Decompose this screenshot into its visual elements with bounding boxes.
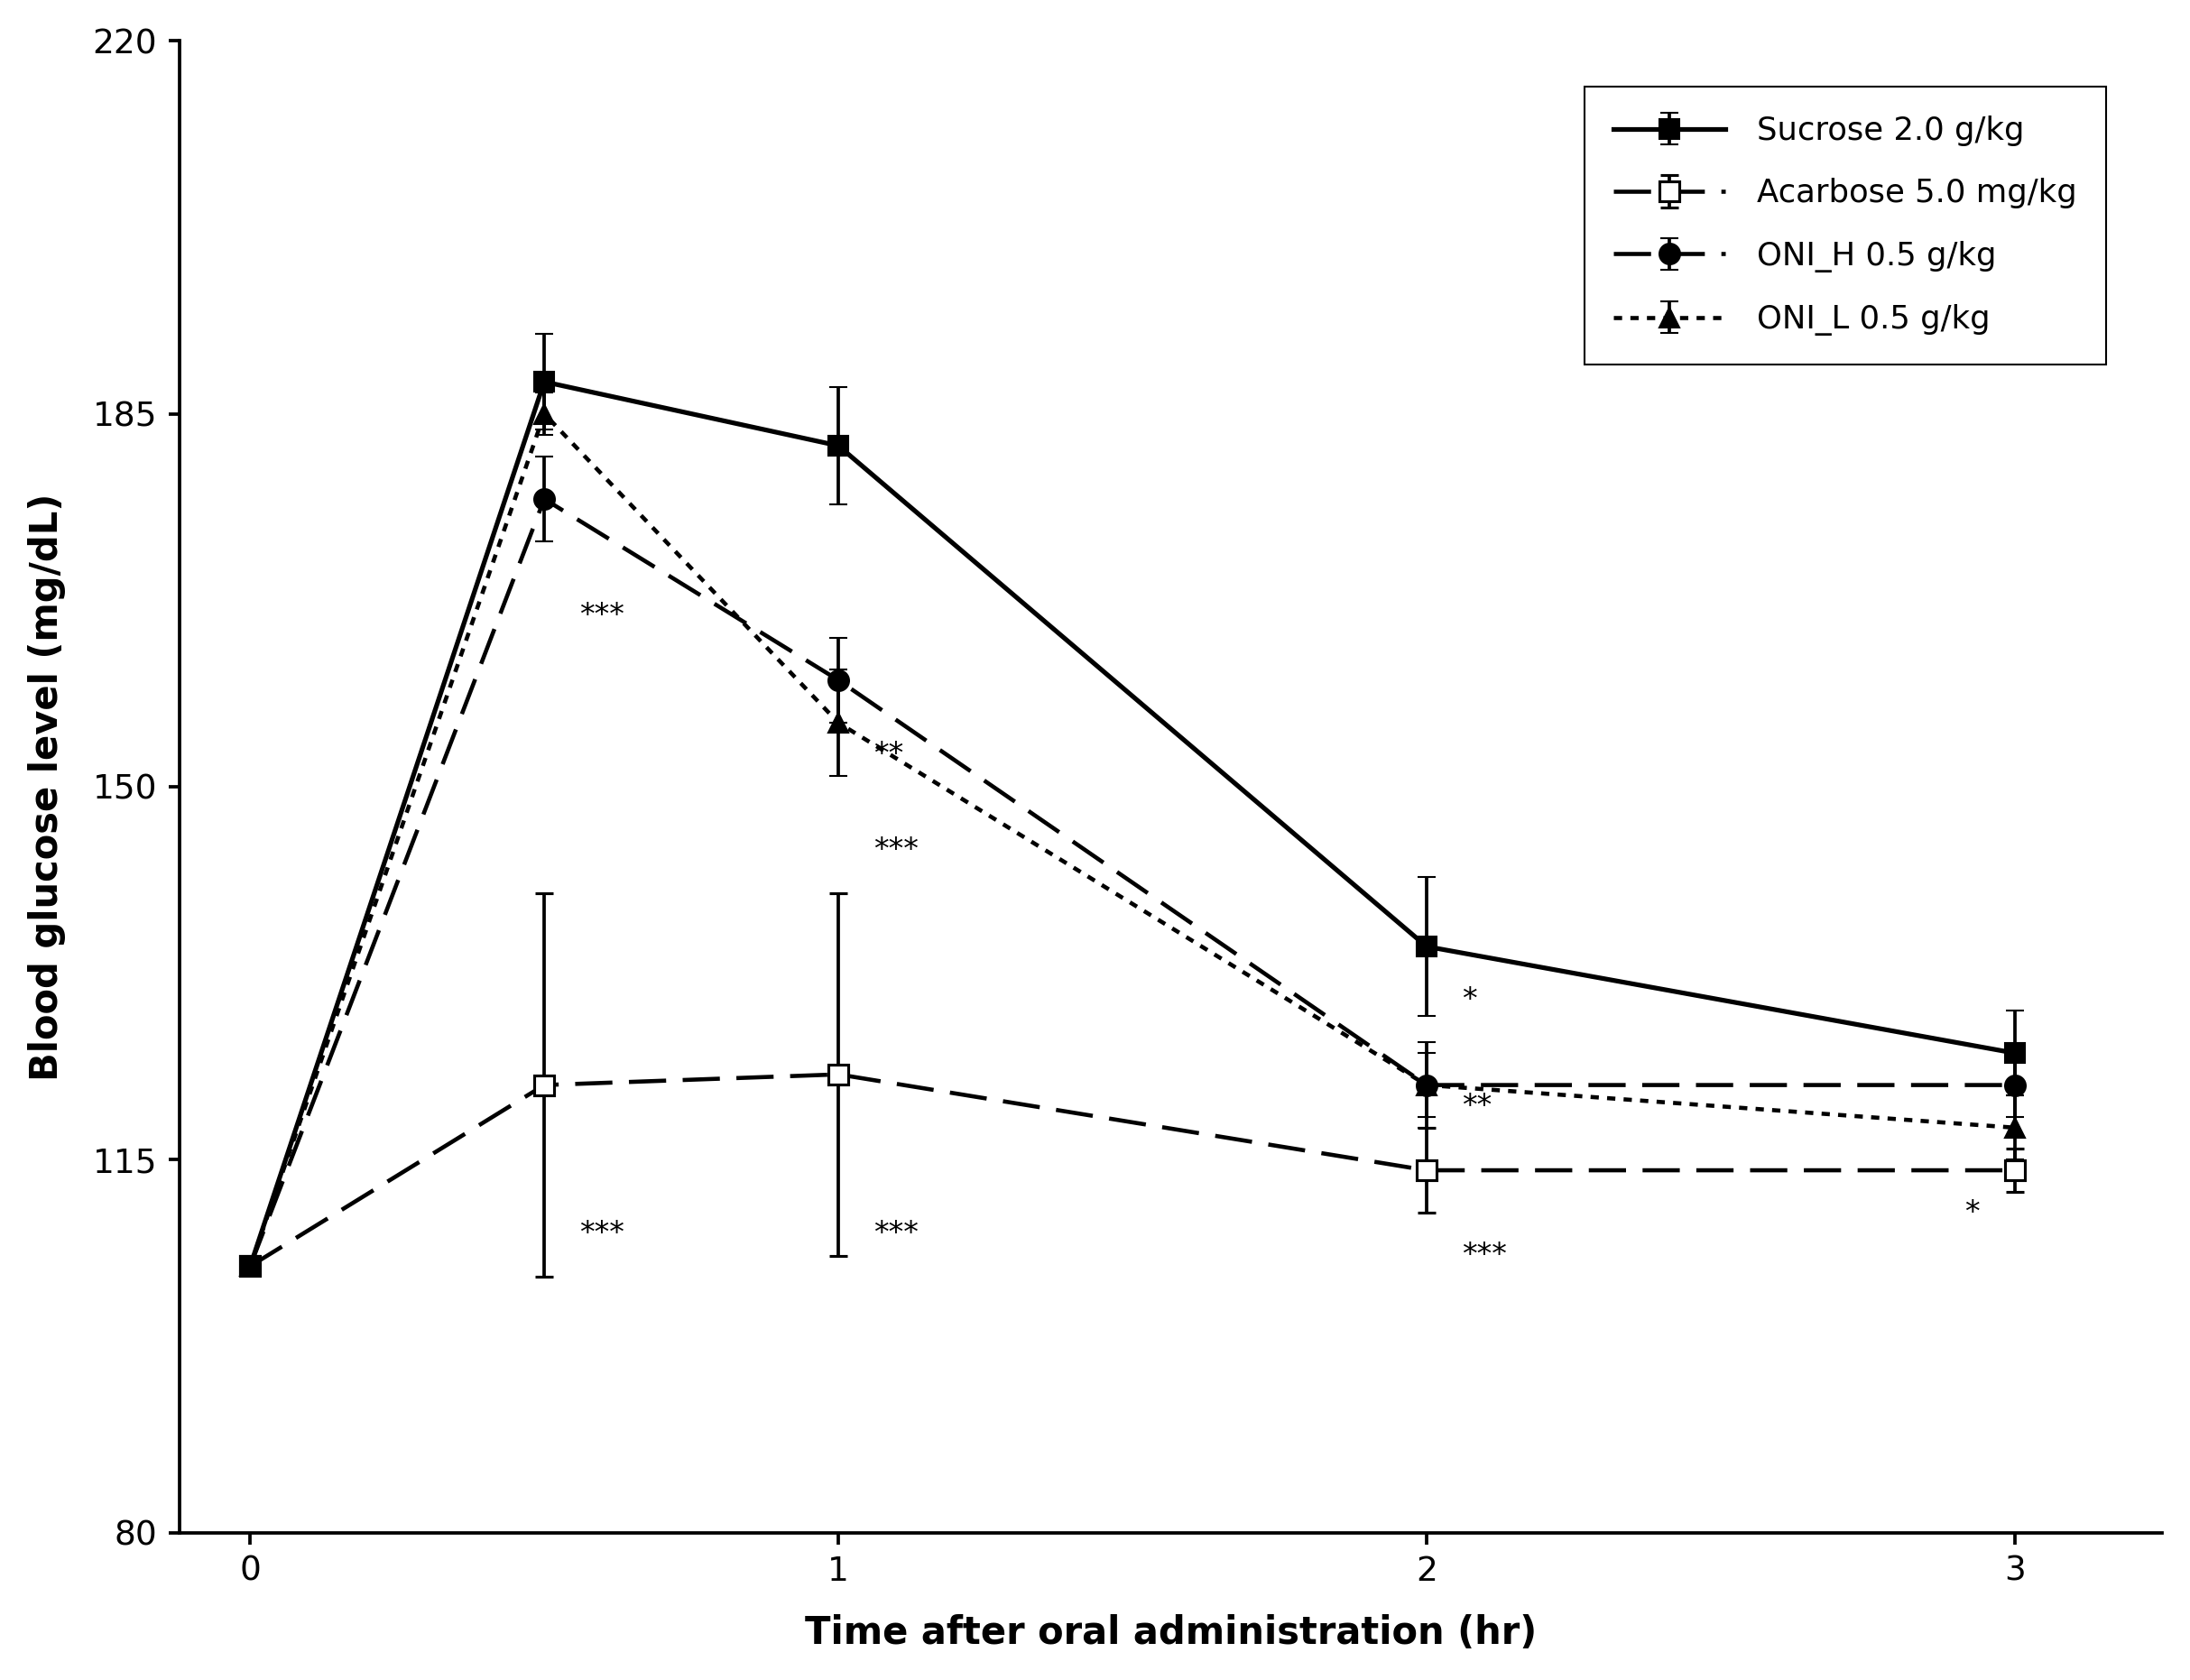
Text: *: * (1463, 984, 1476, 1015)
Text: **: ** (1463, 1092, 1491, 1121)
Text: *: * (1964, 1198, 1980, 1228)
Text: ***: *** (580, 601, 624, 632)
Text: ***: *** (1463, 1240, 1507, 1270)
X-axis label: Time after oral administration (hr): Time after oral administration (hr) (804, 1614, 1537, 1651)
Legend: Sucrose 2.0 g/kg, Acarbose 5.0 mg/kg, ONI_H 0.5 g/kg, ONI_L 0.5 g/kg: Sucrose 2.0 g/kg, Acarbose 5.0 mg/kg, ON… (1586, 87, 2107, 365)
Text: ***: *** (874, 1220, 918, 1250)
Text: ***: *** (580, 1220, 624, 1250)
Text: **: ** (874, 739, 904, 769)
Y-axis label: Blood glucose level (mg/dL): Blood glucose level (mg/dL) (28, 492, 66, 1080)
Text: ***: *** (874, 835, 918, 865)
